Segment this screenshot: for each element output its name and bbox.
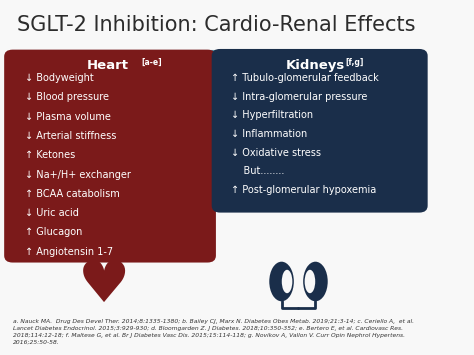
Text: ↓ Uric acid: ↓ Uric acid <box>25 208 79 218</box>
Text: ↑ Tubulo-glomerular feedback: ↑ Tubulo-glomerular feedback <box>231 73 378 83</box>
Ellipse shape <box>269 262 294 301</box>
Text: ↑ BCAA catabolism: ↑ BCAA catabolism <box>25 189 120 199</box>
Text: ↓ Blood pressure: ↓ Blood pressure <box>25 92 109 102</box>
Text: ↓ Bodyweight: ↓ Bodyweight <box>25 73 94 83</box>
Ellipse shape <box>282 270 292 293</box>
Text: ↓ Na+/H+ exchanger: ↓ Na+/H+ exchanger <box>25 170 131 180</box>
Ellipse shape <box>305 270 315 293</box>
Text: ↑ Ketones: ↑ Ketones <box>25 150 75 160</box>
Text: a. Nauck MA.  Drug Des Devel Ther. 2014;8:1335-1380; b. Bailey CJ, Marx N. Diabe: a. Nauck MA. Drug Des Devel Ther. 2014;8… <box>13 320 414 345</box>
Ellipse shape <box>303 262 328 301</box>
Text: ↓ Plasma volume: ↓ Plasma volume <box>25 112 111 122</box>
Text: ↓ Hyperfiltration: ↓ Hyperfiltration <box>231 110 313 120</box>
Text: ↑ Glucagon: ↑ Glucagon <box>25 228 83 237</box>
Text: ↓ Oxidative stress: ↓ Oxidative stress <box>231 147 321 158</box>
Text: ↑ Post-glomerular hypoxemia: ↑ Post-glomerular hypoxemia <box>231 185 376 195</box>
Text: SGLT-2 Inhibition: Cardio-Renal Effects: SGLT-2 Inhibition: Cardio-Renal Effects <box>17 15 415 34</box>
Text: But........: But........ <box>231 166 284 176</box>
FancyBboxPatch shape <box>4 50 216 263</box>
FancyBboxPatch shape <box>212 49 428 213</box>
Text: ↑ Angiotensin 1-7: ↑ Angiotensin 1-7 <box>25 247 113 257</box>
Text: ♥: ♥ <box>78 257 130 315</box>
Text: ↓ Arterial stiffness: ↓ Arterial stiffness <box>25 131 117 141</box>
Text: ↓ Intra-glomerular pressure: ↓ Intra-glomerular pressure <box>231 92 367 102</box>
Text: Heart: Heart <box>87 59 129 72</box>
Text: ↓ Inflammation: ↓ Inflammation <box>231 129 307 139</box>
Text: Kidneys: Kidneys <box>286 59 345 72</box>
Text: [a-e]: [a-e] <box>142 58 163 67</box>
Text: [f,g]: [f,g] <box>345 58 364 67</box>
